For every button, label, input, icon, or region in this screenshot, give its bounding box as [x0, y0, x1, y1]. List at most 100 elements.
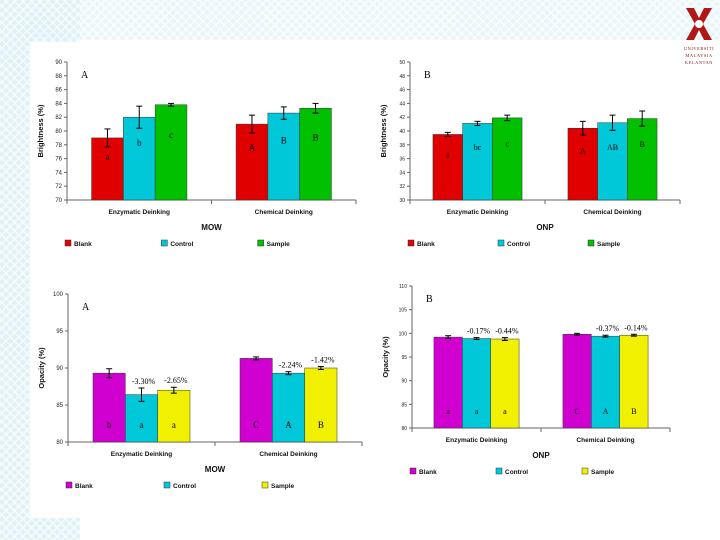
bar-control-1 [462, 123, 493, 201]
percent-change-label: -0.44% [495, 327, 519, 336]
legend-swatch-sample [261, 481, 269, 489]
logo-line-1: UNIVERSITI [684, 46, 714, 51]
chart-panel-4: 80 85 90 95 100 105 110 a a -0.17% a -0.44% Enzymati… [381, 284, 671, 476]
legend-label-control: Control [173, 483, 196, 490]
y-tick-label: 90 [401, 379, 407, 385]
legend-label-sample: Sample [591, 469, 615, 476]
y-tick-label: 86 [55, 88, 62, 94]
bar-control-2 [272, 372, 305, 443]
significance-letter: B [313, 132, 319, 142]
legend-label-blank: Blank [417, 241, 435, 248]
legend-label-blank: Blank [74, 241, 92, 248]
y-tick-label: 50 [399, 60, 405, 66]
category-label: Enzymatic Deinking [111, 451, 172, 458]
bar-sample-1 [154, 104, 188, 201]
y-tick-label: 70 [55, 198, 62, 204]
chart-panel-1: 70 72 74 76 78 80 82 84 86 88 90 a b c Enzymatic Deink… [36, 60, 357, 248]
significance-letter: B [640, 140, 645, 149]
y-tick-label: 80 [401, 426, 407, 432]
y-tick-label: 40 [399, 129, 405, 135]
legend-swatch-sample [581, 467, 589, 475]
y-axis-title: Opacity (%) [381, 336, 390, 378]
legend-label-blank: Blank [419, 469, 437, 476]
significance-letter: C [253, 420, 259, 430]
logo-line-3: KELANTAN [685, 60, 713, 65]
y-tick-label: 85 [401, 402, 407, 408]
significance-letter: bc [474, 143, 482, 152]
legend-swatch-control [161, 239, 168, 247]
legend-swatch-blank [407, 239, 415, 247]
percent-change-label: -0.37% [596, 324, 620, 333]
bar-blank-2 [562, 334, 592, 429]
significance-letter: a [172, 420, 176, 430]
logo-line-2: MALAYSIA [685, 53, 713, 58]
bar-blank-1 [432, 134, 463, 201]
significance-letter: c [505, 140, 509, 149]
significance-letter: A [249, 143, 256, 153]
y-tick-label: 110 [399, 284, 407, 290]
significance-letter: b [107, 420, 112, 430]
category-label: Chemical Deinking [259, 451, 317, 458]
percent-change-label: -2.65% [164, 376, 188, 385]
y-tick-label: 42 [399, 115, 405, 121]
legend-label-blank: Blank [75, 483, 93, 490]
background-pattern-top [0, 0, 720, 40]
panel-label: A [81, 70, 89, 81]
significance-letter: a [503, 407, 507, 416]
significance-letter: b [137, 138, 142, 148]
significance-letter: A [285, 420, 292, 430]
significance-letter: C [574, 407, 579, 416]
legend-swatch-blank [65, 481, 73, 489]
legend-label-sample: Sample [271, 483, 295, 490]
bar-sample-1 [492, 117, 523, 201]
y-tick-label: 100 [53, 292, 64, 298]
bar-blank-1 [433, 336, 463, 429]
significance-letter: a [446, 150, 450, 159]
y-tick-label: 100 [399, 331, 408, 337]
y-tick-label: 44 [399, 101, 405, 107]
legend-label-control: Control [505, 469, 528, 476]
percent-change-label: -2.24% [279, 361, 303, 370]
legend-swatch-blank [409, 467, 417, 475]
y-tick-label: 95 [401, 355, 407, 361]
category-label: Chemical Deinking [583, 209, 641, 216]
bar-control-1 [462, 338, 491, 429]
legend-label-sample: Sample [597, 241, 621, 248]
y-tick-label: 46 [399, 88, 405, 94]
bar-sample-2 [304, 367, 338, 443]
legend-swatch-blank [64, 239, 72, 247]
y-tick-label: 74 [55, 170, 62, 176]
y-tick-label: 48 [399, 74, 405, 80]
chart-panel-3: 80 85 90 95 100 b a -3.30% a -2.65% Enzymatic Dein… [37, 292, 363, 490]
percent-change-label: -3.30% [132, 377, 156, 386]
y-tick-label: 36 [399, 157, 405, 163]
significance-letter: A [580, 146, 586, 155]
percent-change-label: -0.17% [467, 327, 491, 336]
y-axis-title: Brightness (%) [379, 104, 388, 157]
y-axis-title: Brightness (%) [36, 104, 45, 157]
significance-letter: a [446, 407, 450, 416]
bar-sample-1 [157, 389, 191, 443]
y-tick-label: 90 [55, 60, 62, 66]
significance-letter: c [169, 130, 173, 140]
legend-swatch-sample [257, 239, 264, 247]
legend-label-control: Control [507, 241, 530, 248]
significance-letter: a [140, 420, 144, 430]
bar-sample-1 [490, 338, 520, 429]
category-label: Enzymatic Deinking [447, 209, 508, 216]
percent-change-label: -0.14% [624, 323, 648, 332]
bar-blank-2 [235, 123, 269, 201]
panel-label: B [426, 294, 433, 305]
significance-letter: B [631, 407, 636, 416]
y-tick-label: 80 [56, 440, 63, 446]
y-tick-label: 78 [55, 143, 62, 149]
y-tick-label: 72 [55, 184, 62, 190]
bar-blank-2 [567, 127, 598, 201]
legend-swatch-control [163, 481, 171, 489]
category-label: Enzymatic Deinking [446, 437, 507, 444]
chart-panel-2: 30 32 34 36 38 40 42 44 46 48 50 a bc c Enzymatic Dein… [379, 60, 681, 248]
panel-label: A [82, 302, 90, 313]
bar-sample-2 [619, 334, 649, 429]
y-axis-title: Opacity (%) [37, 347, 46, 389]
category-label: Chemical Deinking [255, 209, 313, 216]
